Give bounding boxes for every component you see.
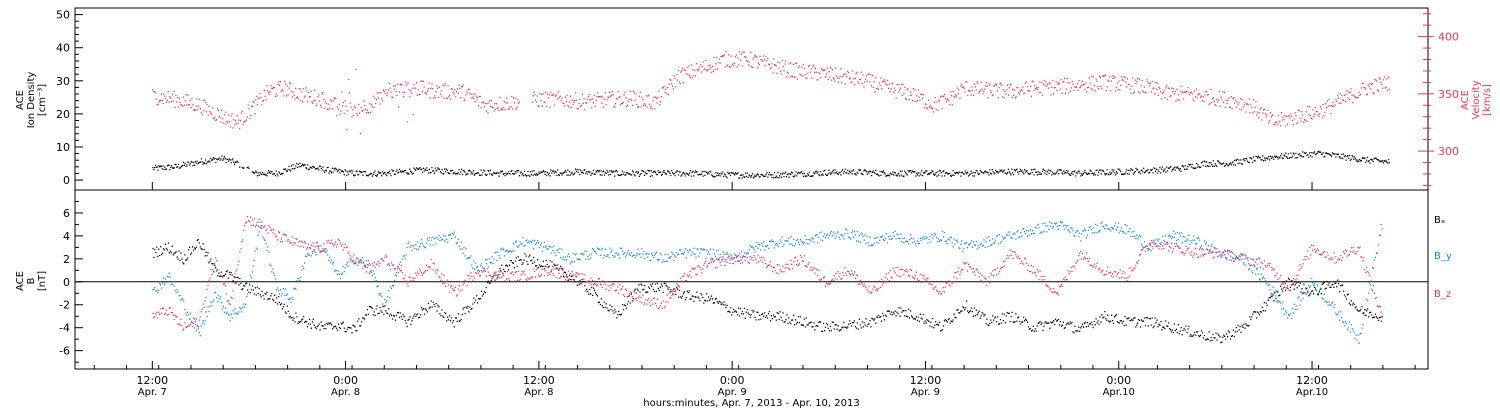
bottom-panel-frame <box>74 189 1429 370</box>
b-tick-label: 6 <box>63 207 70 220</box>
left-axis-title-line: [cm⁻³] <box>37 84 48 116</box>
x-tick-date: Apr. 8 <box>524 387 553 398</box>
series-by-dots <box>152 221 1383 344</box>
x-tick-date: Apr. 9 <box>718 387 747 398</box>
b-tick-label: 2 <box>63 253 70 266</box>
b-tick-label: -4 <box>59 322 70 335</box>
b-axis-title-line: B <box>26 277 37 284</box>
b-axis-title-line: [nT] <box>37 271 48 291</box>
series-velocity-dots <box>152 51 1391 135</box>
right-axis-title-line: [km/s] <box>1482 84 1493 116</box>
left-tick-label: 30 <box>56 75 70 88</box>
right-axis-title-line: ACE <box>1460 90 1471 110</box>
left-tick-label: 10 <box>56 141 70 154</box>
x-tick-time: 12:00 <box>136 374 168 387</box>
b-tick-label: 4 <box>63 230 70 243</box>
right-axis-title-line: Velocity <box>1471 80 1482 119</box>
right-tick-label: 350 <box>1438 88 1459 101</box>
x-tick-date: Apr. 9 <box>911 387 940 398</box>
top-panel: 0 10 20 30 40 50 300 350 400 <box>56 9 1459 187</box>
x-tick-date: Apr.10 <box>1103 387 1135 398</box>
x-tick-time: 12:00 <box>1296 374 1328 387</box>
series-bx-dots <box>152 238 1383 344</box>
x-tick-time: 0:00 <box>1106 374 1131 387</box>
x-tick-time: 0:00 <box>720 374 745 387</box>
x-tick-date: Apr. 7 <box>138 387 167 398</box>
x-tick-time: 12:00 <box>523 374 555 387</box>
x-tick-date: Apr. 8 <box>331 387 360 398</box>
left-axis-title: ACE Ion Density [cm⁻³] <box>15 72 48 129</box>
b-tick-label: -2 <box>59 299 70 312</box>
bottom-panel: -6 -4 -2 0 2 4 6 Bₓ B_y B_z <box>59 200 1452 363</box>
x-tick-date: Apr.10 <box>1296 387 1328 398</box>
left-tick-label: 40 <box>56 42 70 55</box>
left-axis-title-line: ACE <box>15 90 26 110</box>
b-tick-label: 0 <box>63 276 70 289</box>
b-axis-title: ACE B [nT] <box>15 271 48 291</box>
panel-frames <box>74 7 1429 370</box>
legend-by: B_y <box>1434 251 1452 262</box>
legend-bz: B_z <box>1434 289 1451 300</box>
right-tick-label: 300 <box>1438 145 1459 158</box>
x-tick-time: 12:00 <box>910 374 942 387</box>
x-tick-time: 0:00 <box>333 374 358 387</box>
left-tick-label: 0 <box>63 174 70 187</box>
b-tick-label: -6 <box>59 345 70 358</box>
left-tick-label: 50 <box>56 9 70 22</box>
x-axis-label: hours:minutes, Apr. 7, 2013 - Apr. 10, 2… <box>643 398 859 409</box>
series-bz-dots <box>152 216 1383 331</box>
axis-labels: ACE Ion Density [cm⁻³] ACE Velocity [km/s]ACE… <box>15 72 1493 292</box>
legend-bx: Bₓ <box>1434 215 1445 226</box>
right-axis-title: ACE Velocity [km/s] <box>1460 80 1493 119</box>
top-panel-frame <box>74 7 1429 191</box>
right-tick-label: 400 <box>1438 31 1459 44</box>
b-axis-title-line: ACE <box>15 271 26 291</box>
left-tick-label: 20 <box>56 108 70 121</box>
series-ion-density-dots <box>152 150 1391 179</box>
left-axis-title-line: Ion Density <box>26 72 37 129</box>
